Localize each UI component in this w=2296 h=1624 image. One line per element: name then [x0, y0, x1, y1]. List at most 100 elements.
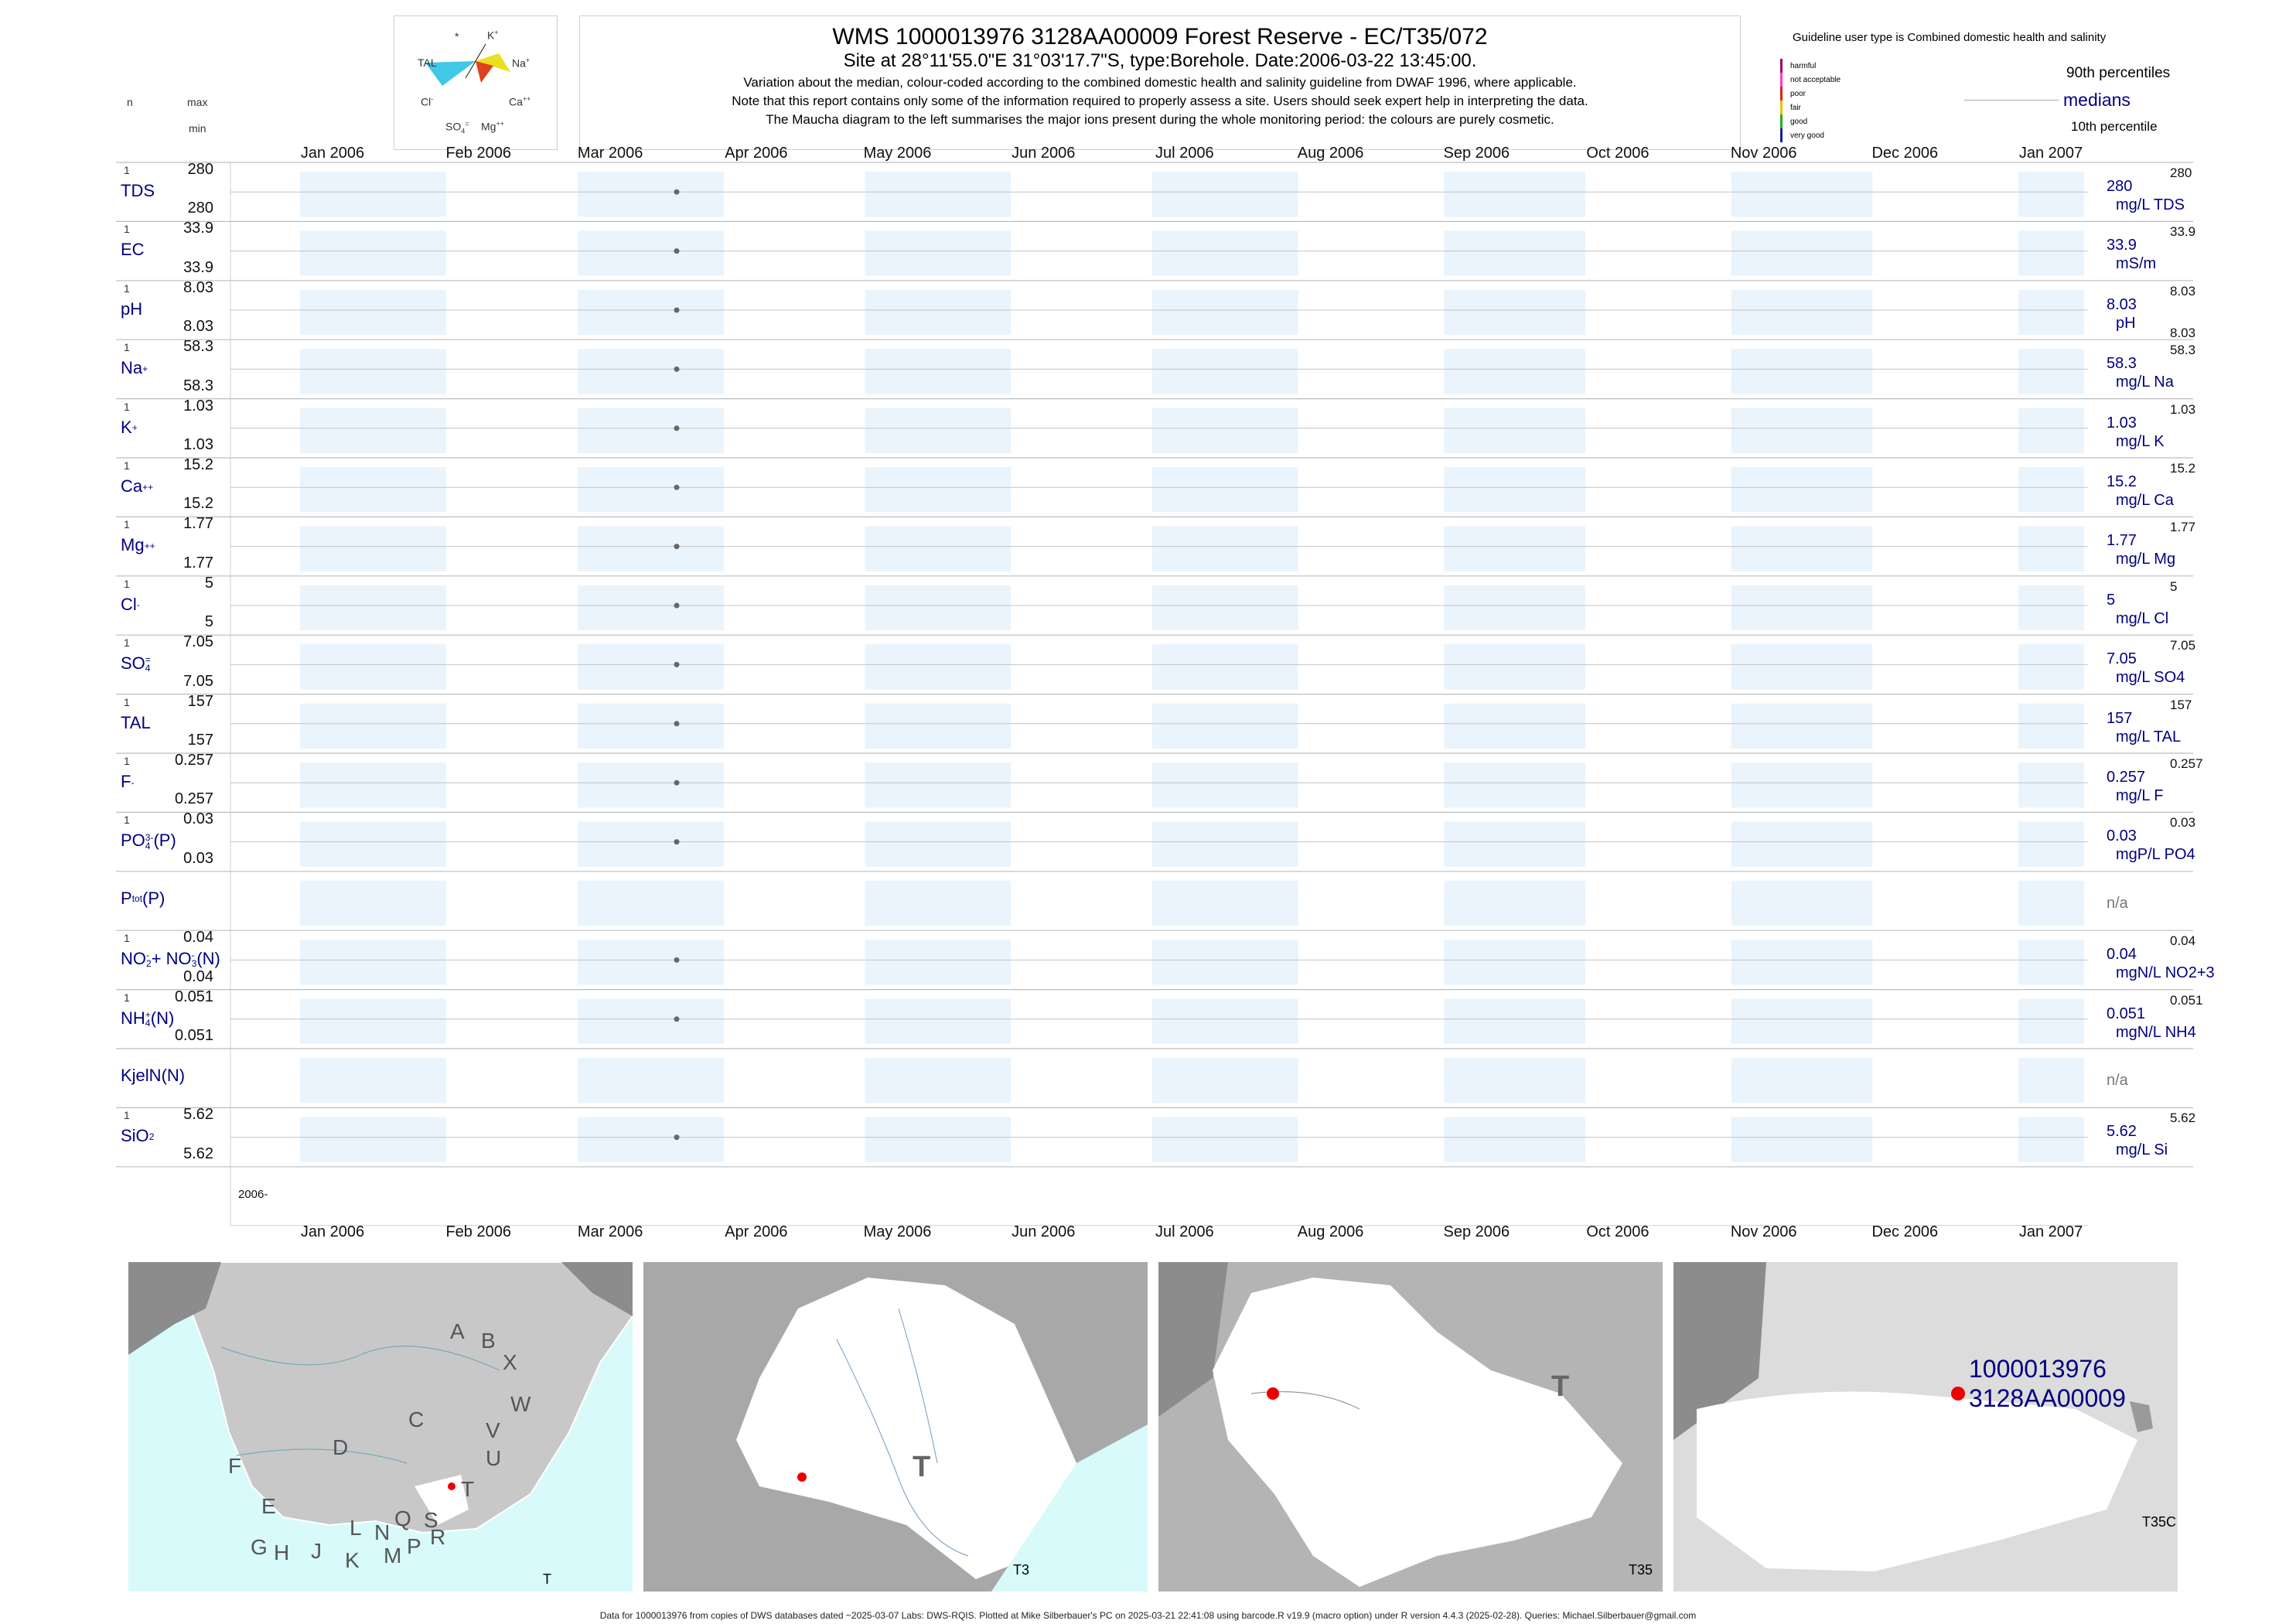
month-tick-label: Dec 2006 [1871, 145, 1939, 162]
month-band [300, 763, 446, 808]
month-band [1731, 821, 1873, 867]
row-min: 0.257 [174, 790, 213, 808]
row-n: 1 [124, 636, 130, 650]
maucha-na-sector [476, 53, 510, 72]
row-unit: mg/L TDS [2116, 196, 2185, 213]
row-unit: mgP/L PO4 [2116, 846, 2195, 864]
month-band [578, 940, 724, 985]
month-band [578, 763, 724, 808]
site-marker [1951, 1387, 1965, 1401]
sample-point [674, 602, 680, 609]
month-tick-label: Oct 2006 [1586, 1223, 1650, 1240]
row-median-value: n/a [2107, 1072, 2128, 1089]
month-band [865, 172, 1012, 217]
month-tick-label: Jul 2006 [1155, 145, 1214, 162]
month-band [1151, 821, 1298, 867]
col-n-header: n [127, 96, 133, 108]
row-unit: mg/L F [2116, 787, 2164, 804]
col-min-header: min [189, 122, 206, 135]
row-min: 58.3 [183, 377, 213, 394]
note-1: Variation about the median, colour-coded… [743, 75, 1577, 90]
month-band [1151, 289, 1298, 336]
month-band [1444, 880, 1585, 926]
map4-corner-label: T35C [2142, 1514, 2177, 1530]
row-median-value: 7.05 [2107, 650, 2137, 668]
month-band [1731, 940, 1873, 985]
month-band [1151, 172, 1298, 217]
sample-point [674, 484, 680, 490]
row-p90: 58.3 [2170, 343, 2196, 358]
month-band [865, 763, 1012, 808]
class-legend-item: harmful [1780, 59, 1816, 73]
month-tick-label: May 2006 [863, 1223, 932, 1240]
month-band [300, 1117, 446, 1162]
row-max: 157 [187, 692, 213, 710]
row-min: 0.04 [183, 967, 213, 985]
row-parameter-label: PO 3- 4 (P) [121, 831, 176, 851]
month-band [1444, 230, 1585, 276]
map-region-letter: D [333, 1435, 349, 1459]
month-band [1731, 172, 1873, 217]
class-legend-label: harmful [1790, 61, 1817, 70]
month-band [1731, 703, 1873, 749]
row-median-value: 58.3 [2107, 355, 2137, 373]
month-band [1444, 289, 1585, 336]
month-band [300, 880, 446, 926]
month-band [2018, 1117, 2084, 1162]
month-tick-label: Feb 2006 [445, 145, 511, 162]
row-median-value: 0.051 [2107, 1005, 2146, 1022]
month-band [1444, 940, 1585, 985]
sample-point [674, 544, 680, 550]
month-band [300, 1058, 446, 1104]
month-band [1444, 1117, 1585, 1162]
row-parameter-label: pH [121, 299, 143, 319]
month-band [2018, 880, 2084, 926]
maucha-star: * [455, 30, 459, 43]
map-region-letter: C [408, 1407, 425, 1431]
row-p90: 1.77 [2170, 520, 2196, 535]
class-legend-swatch [1780, 73, 1783, 87]
row-min: 7.05 [183, 672, 213, 690]
month-band [2018, 467, 2084, 513]
month-band [865, 998, 1012, 1044]
row-parameter-label: SO = 4 [121, 653, 151, 674]
map1-corner-label: T [543, 1571, 551, 1587]
month-band [1444, 763, 1585, 808]
month-band [2018, 763, 2084, 808]
class-legend-item: good [1780, 114, 1807, 128]
row-unit: mg/L K [2116, 432, 2165, 450]
month-band [578, 289, 724, 336]
maucha-label-ca: Ca++ [509, 95, 531, 108]
map-region-letter: Q [394, 1506, 411, 1530]
map-region-letter: G [251, 1535, 268, 1559]
class-legend-label: good [1790, 117, 1808, 126]
median-legend: medians [2063, 90, 2131, 110]
row-max: 280 [187, 161, 213, 178]
month-tick-label: Jan 2007 [2018, 1223, 2083, 1240]
row-unit: mgN/L NO2+3 [2116, 964, 2215, 982]
month-band [2018, 230, 2084, 276]
map-t35c-region [1673, 1262, 2178, 1592]
month-tick-label: Jun 2006 [1012, 1223, 1076, 1240]
page-subtitle: Site at 28°11'55.0"E 31°03'17.7"S, type:… [843, 50, 1477, 71]
month-band [1151, 408, 1298, 453]
month-band [1731, 585, 1873, 631]
row-unit: pH [2116, 314, 2136, 332]
site-marker [448, 1482, 455, 1490]
month-band [1151, 585, 1298, 631]
maucha-label-na: Na+ [512, 56, 531, 70]
note-3: The Maucha diagram to the left summarise… [766, 112, 1554, 127]
month-band [1731, 998, 1873, 1044]
month-band [1151, 880, 1298, 926]
maucha-label-so4: SO4= [445, 120, 469, 135]
row-n: 1 [124, 577, 130, 590]
row-p90: 0.03 [2170, 815, 2196, 831]
month-band [1151, 703, 1298, 749]
month-band [1731, 230, 1873, 276]
row-unit: mg/L SO4 [2116, 669, 2185, 687]
sample-point [674, 661, 680, 667]
row-n: 1 [124, 281, 130, 295]
row-unit: mg/L Si [2116, 1141, 2168, 1159]
row-unit: mg/L TAL [2116, 728, 2182, 745]
row-p90: 33.9 [2170, 224, 2196, 240]
